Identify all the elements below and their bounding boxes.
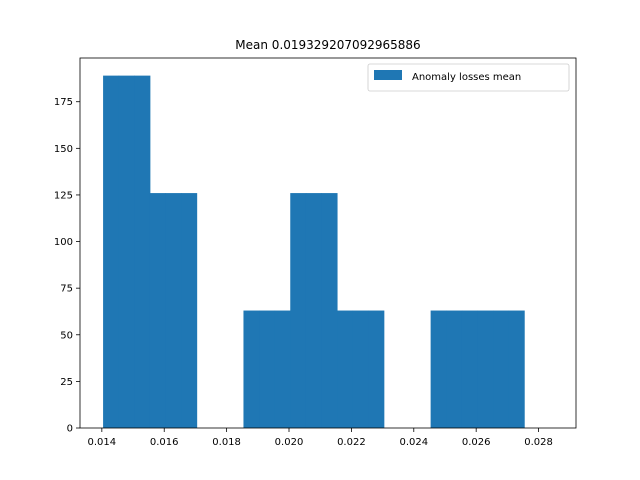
histogram-bar (259, 310, 276, 428)
x-tick-label: 0.026 (462, 437, 491, 448)
histogram-bar (321, 193, 338, 428)
histogram-bar (493, 310, 510, 428)
y-tick-label: 25 (60, 377, 73, 388)
y-axis: 0 25 50 75 100 125 150 175 (54, 97, 80, 435)
y-tick-label: 150 (54, 144, 73, 155)
legend: Anomaly losses mean (367, 63, 570, 92)
histogram-bar (134, 75, 151, 428)
x-tick-label: 0.024 (399, 437, 428, 448)
histogram-bar (103, 75, 120, 428)
y-tick-label: 50 (60, 330, 73, 341)
x-tick-label: 0.016 (150, 437, 179, 448)
histogram-bar (508, 310, 525, 428)
histogram-bar (149, 193, 166, 428)
y-tick-label: 75 (60, 284, 73, 295)
histogram-bar (477, 310, 494, 428)
legend-box (367, 63, 570, 92)
histogram-bar (461, 310, 478, 428)
x-tick-label: 0.022 (337, 437, 366, 448)
x-tick-label: 0.020 (275, 437, 304, 448)
histogram-bar (290, 193, 307, 428)
x-tick-label: 0.014 (88, 437, 117, 448)
histogram-bar (305, 193, 322, 428)
histogram-bar (352, 310, 369, 428)
y-tick-label: 125 (54, 190, 73, 201)
histogram-bar (337, 310, 354, 428)
histogram-bar (274, 310, 291, 428)
histogram-bar (165, 193, 182, 428)
legend-label: Anomaly losses mean (412, 72, 521, 83)
histogram-bar (243, 310, 260, 428)
histogram-bar (446, 310, 463, 428)
histogram-bar (430, 310, 447, 428)
histogram-bar (118, 75, 135, 428)
histogram-bar (181, 193, 198, 428)
y-tick-label: 175 (54, 97, 73, 108)
legend-swatch (374, 70, 402, 80)
x-tick-label: 0.018 (212, 437, 241, 448)
axes-frame (79, 57, 577, 429)
histogram-bar (368, 310, 385, 428)
y-tick-label: 0 (67, 424, 73, 435)
y-tick-label: 100 (54, 237, 73, 248)
x-tick-label: 0.028 (524, 437, 553, 448)
chart-title: Mean 0.019329207092965886 (235, 38, 420, 52)
bars-group (103, 75, 525, 428)
x-axis: 0.014 0.016 0.018 0.020 0.022 0.024 0.026 0.028 (88, 428, 553, 448)
